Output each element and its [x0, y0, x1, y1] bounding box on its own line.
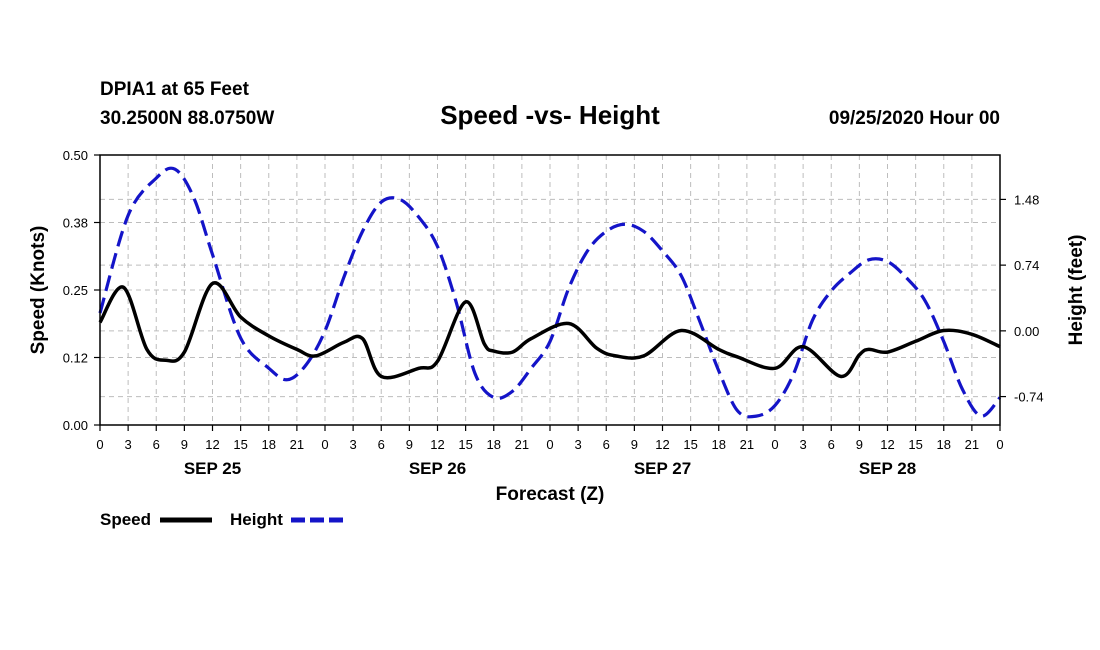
x-tick-label: 18: [487, 437, 501, 452]
day-label: SEP 28: [859, 459, 916, 478]
x-tick-label: 18: [937, 437, 951, 452]
x-tick-label: 12: [880, 437, 894, 452]
x-tick-label: 0: [321, 437, 328, 452]
x-tick-label: 0: [996, 437, 1003, 452]
y-left-tick-label: 0.12: [63, 351, 88, 366]
y-right-tick-label: 0.74: [1014, 258, 1039, 273]
x-tick-label: 3: [800, 437, 807, 452]
datetime-label: 09/25/2020 Hour 00: [829, 108, 1000, 129]
day-label: SEP 27: [634, 459, 691, 478]
x-tick-label: 15: [683, 437, 697, 452]
chart-title: Speed -vs- Height: [440, 100, 660, 130]
speed-series-line: [98, 281, 1001, 380]
x-tick-label: 21: [290, 437, 304, 452]
x-tick-label: 3: [125, 437, 132, 452]
x-tick-label: 6: [153, 437, 160, 452]
x-tick-label: 3: [350, 437, 357, 452]
x-tick-label: 0: [96, 437, 103, 452]
x-tick-label: 6: [603, 437, 610, 452]
x-tick-label: 21: [515, 437, 529, 452]
legend: Speed Height: [100, 510, 343, 529]
y-left-tick-label: 0.25: [63, 283, 88, 298]
x-tick-label: 15: [458, 437, 472, 452]
axis-ticks: 0 3 6 9 12 15 18 21 0 3 6 9 12 15 18 21 0 3 6 9 12 15 18 21 0 3 6 9…: [63, 148, 1044, 478]
x-tick-label: 18: [262, 437, 276, 452]
y-right-tick-label: 1.48: [1014, 192, 1039, 207]
x-tick-label: 0: [546, 437, 553, 452]
x-axis-label: Forecast (Z): [496, 484, 605, 505]
x-tick-label: 3: [575, 437, 582, 452]
x-tick-label: 9: [181, 437, 188, 452]
x-tick-label: 18: [712, 437, 726, 452]
x-tick-label: 12: [205, 437, 219, 452]
y-right-tick-label: 0.00: [1014, 324, 1039, 339]
y-axis-left-label: Speed (Knots): [28, 226, 49, 355]
grid-lines: [100, 155, 1000, 425]
x-tick-label: 21: [965, 437, 979, 452]
y-left-tick-label: 0.00: [63, 418, 88, 433]
legend-height-label: Height: [230, 510, 283, 529]
legend-speed-label: Speed: [100, 510, 151, 529]
y-right-tick-label: -0.74: [1014, 390, 1044, 405]
series-lines: [98, 166, 1002, 419]
x-tick-label: 15: [233, 437, 247, 452]
y-left-tick-label: 0.50: [63, 148, 88, 163]
day-label: SEP 26: [409, 459, 466, 478]
x-tick-label: 12: [655, 437, 669, 452]
x-tick-label: 9: [406, 437, 413, 452]
day-label: SEP 25: [184, 459, 241, 478]
y-left-tick-label: 0.38: [63, 216, 88, 231]
x-tick-label: 9: [631, 437, 638, 452]
x-tick-label: 12: [430, 437, 444, 452]
height-series-line: [98, 166, 1002, 419]
x-tick-label: 21: [740, 437, 754, 452]
x-tick-label: 9: [856, 437, 863, 452]
coords-label: 30.2500N 88.0750W: [100, 108, 274, 129]
x-tick-label: 6: [378, 437, 385, 452]
station-label: DPIA1 at 65 Feet: [100, 79, 250, 100]
x-tick-label: 6: [828, 437, 835, 452]
x-tick-label: 15: [908, 437, 922, 452]
x-tick-label: 0: [771, 437, 778, 452]
y-axis-right-label: Height (feet): [1066, 235, 1087, 346]
